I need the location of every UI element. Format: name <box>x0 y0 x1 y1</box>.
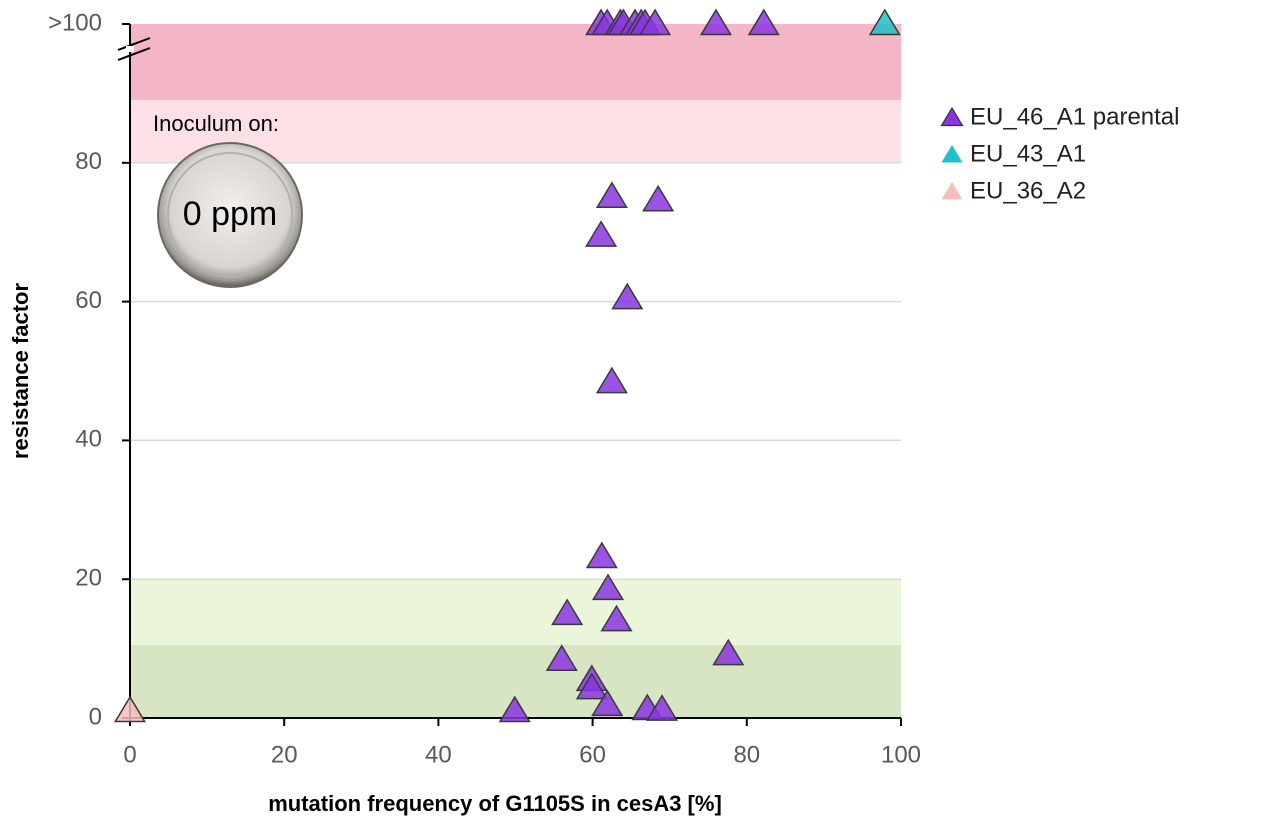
point <box>868 8 901 36</box>
x-tick-label: 60 <box>579 741 606 768</box>
point <box>585 541 618 569</box>
point <box>113 695 147 723</box>
point <box>747 8 780 36</box>
petri-dish <box>157 142 303 288</box>
point <box>575 672 608 700</box>
x-tick-label: 100 <box>881 741 921 768</box>
band <box>130 24 901 101</box>
legend-marker <box>941 145 963 163</box>
point <box>591 689 624 717</box>
point <box>595 181 628 209</box>
y-tick-label: 40 <box>75 426 102 453</box>
annotation: 0 ppm <box>183 195 278 233</box>
y-tick-label: 80 <box>75 148 102 175</box>
point <box>595 366 628 394</box>
point <box>699 8 732 36</box>
x-tick-label: 80 <box>733 741 760 768</box>
legend-label: EU_36_A2 <box>970 177 1086 204</box>
x-tick-label: 20 <box>271 741 298 768</box>
y-tick-label: 20 <box>75 565 102 592</box>
point <box>611 282 644 310</box>
point <box>498 695 531 723</box>
point <box>551 598 584 626</box>
y-tick-label: 0 <box>89 703 102 730</box>
x-tick-label: 0 <box>123 741 136 768</box>
point <box>545 644 578 671</box>
axis-break <box>117 37 151 61</box>
point <box>642 184 675 212</box>
point <box>600 604 633 632</box>
x-axis-title: mutation frequency of G1105S in cesA3 [%… <box>268 791 722 816</box>
y-tick-label: >100 <box>48 9 102 36</box>
x-tick-label: 40 <box>425 741 452 768</box>
annotation: Inoculum on: <box>153 111 279 136</box>
axis-break-gap <box>126 46 134 52</box>
point <box>639 8 672 36</box>
legend-label: EU_43_A1 <box>970 140 1086 167</box>
legend-marker <box>941 182 963 200</box>
petri-dish-rim <box>167 152 293 278</box>
y-tick-label: 60 <box>75 287 102 314</box>
y-axis-title: resistance factor <box>8 283 33 460</box>
legend-marker <box>940 106 964 127</box>
point <box>712 638 745 666</box>
point <box>591 573 625 601</box>
point <box>645 694 679 721</box>
point <box>585 220 618 247</box>
legend-label: EU_46_A1 parental <box>970 103 1179 130</box>
